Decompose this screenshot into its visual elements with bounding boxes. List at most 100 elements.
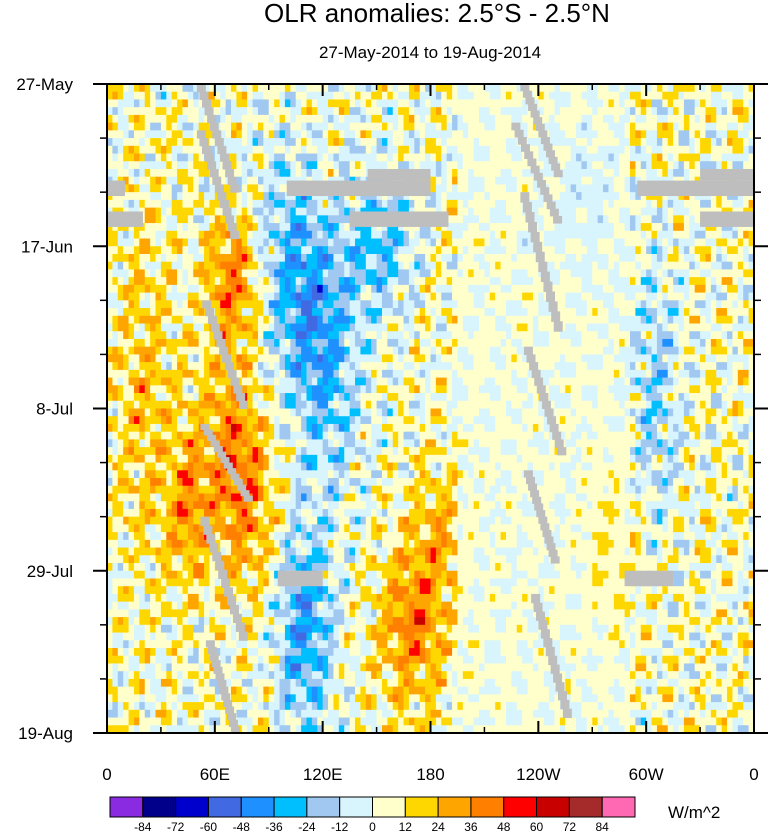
heatmap-cell [306,246,313,255]
heatmap-cell [398,153,405,162]
heatmap-cell [328,153,335,162]
heatmap-cell [592,300,599,309]
heatmap-cell [737,161,744,170]
heatmap-cell [603,161,610,170]
heatmap-cell [376,84,383,93]
heatmap-cell [700,253,707,263]
heatmap-cell [446,246,453,255]
heatmap-cell [446,138,453,147]
heatmap-cell [355,238,362,247]
heatmap-cell [532,199,539,209]
heatmap-cell [619,99,626,108]
heatmap-cell [446,385,453,394]
heatmap-cell [559,331,566,340]
heatmap-cell [328,346,335,356]
heatmap-cell [236,238,243,247]
heatmap-cell [710,199,717,209]
heatmap-cell [549,223,556,232]
heatmap-cell [743,393,750,402]
heatmap-cell [419,130,426,139]
heatmap-cell [613,362,620,371]
heatmap-cell [171,377,178,386]
heatmap-cell [689,346,696,356]
heatmap-cell [123,99,130,108]
heatmap-cell [635,230,642,240]
heatmap-cell [441,192,448,201]
heatmap-cell [198,393,205,402]
heatmap-cell [139,138,146,147]
heatmap-cell [187,99,194,108]
heatmap-cell [193,269,200,278]
heatmap-cell [171,354,178,363]
heatmap-cell [549,269,556,278]
heatmap-cell [139,153,146,162]
heatmap-cell [107,145,113,155]
heatmap-cell [462,176,469,186]
heatmap-cell [425,369,432,379]
heatmap-cell [748,192,754,201]
heatmap-cell [241,168,248,178]
heatmap-cell [301,145,308,155]
heatmap-cell [295,199,302,209]
heatmap-cell [522,308,529,317]
heatmap-cell [430,253,437,263]
heatmap-cell [408,362,415,371]
heatmap-cell [236,308,243,317]
heatmap-cell [689,114,696,124]
heatmap-cell [500,145,507,155]
heatmap-cell [629,223,636,232]
heatmap-cell [479,114,486,124]
heatmap-cell [570,130,577,139]
heatmap-cell [123,331,130,340]
heatmap-cell [646,99,653,108]
heatmap-cell [592,176,599,186]
heatmap-cell [457,99,464,108]
heatmap-cell [371,369,378,379]
heatmap-cell [387,91,394,101]
heatmap-cell [371,253,378,263]
heatmap-cell [387,153,394,162]
heatmap-cell [220,393,227,402]
heatmap-cell [171,369,178,379]
heatmap-cell [705,145,712,155]
heatmap-cell [252,292,259,301]
heatmap-cell [473,84,480,93]
heatmap-cell [187,400,194,410]
heatmap-cell [570,338,577,348]
heatmap-cell [171,261,178,271]
heatmap-cell [317,331,324,340]
heatmap-cell [117,346,124,356]
heatmap-cell [511,246,518,255]
heatmap-cell [284,91,291,101]
heatmap-cell [710,362,717,371]
heatmap-cell [355,400,362,410]
heatmap-cell [495,84,502,93]
heatmap-cell [576,223,583,232]
heatmap-cell [516,354,523,363]
heatmap-cell [565,84,572,93]
heatmap-cell [338,161,345,170]
heatmap-cell [263,207,270,216]
heatmap-cell [662,308,669,317]
heatmap-cell [473,284,480,294]
heatmap-cell [144,346,151,356]
heatmap-cell [247,354,254,363]
heatmap-cell [700,107,707,116]
heatmap-cell [646,168,653,178]
heatmap-cell [365,99,372,108]
heatmap-cell [365,130,372,139]
heatmap-cell [403,300,410,309]
heatmap-cell [613,238,620,247]
heatmap-cell [457,362,464,371]
heatmap-cell [193,308,200,317]
heatmap-cell [306,107,313,116]
heatmap-cell [306,161,313,170]
heatmap-cell [570,199,577,209]
heatmap-cell [349,284,356,294]
heatmap-cell [565,145,572,155]
heatmap-cell [479,230,486,240]
heatmap-cell [112,238,119,247]
heatmap-cell [689,308,696,317]
heatmap-cell [257,99,264,108]
heatmap-cell [187,138,194,147]
